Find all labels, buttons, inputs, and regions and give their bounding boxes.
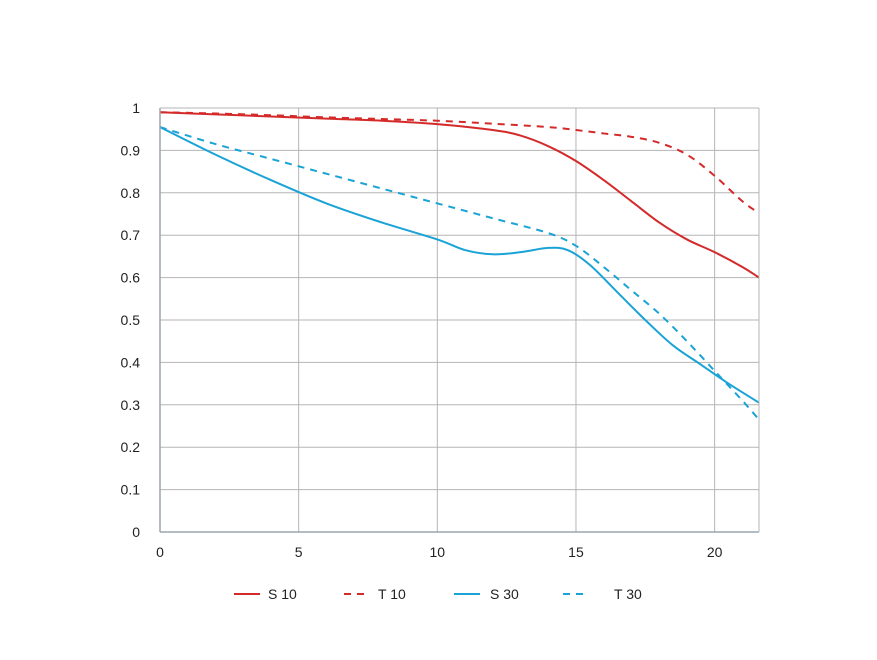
y-tick-label: 0.1: [121, 482, 141, 498]
series-line-t-10: [159, 111, 760, 214]
chart-series-group: [159, 111, 760, 421]
y-tick-label: 0.6: [121, 270, 141, 286]
x-tick-label: 10: [430, 544, 446, 560]
y-tick-label: 0.8: [121, 185, 141, 201]
chart-legend: S 10 T 10 S 30 T 30: [234, 586, 642, 602]
y-tick-label: 0: [132, 524, 140, 540]
x-tick-label: 0: [156, 544, 164, 560]
y-tick-label: 1: [132, 100, 140, 116]
series-line-s-10: [159, 111, 760, 279]
x-tick-label: 5: [295, 544, 303, 560]
chart-axes: [159, 107, 760, 533]
y-tick-label: 0.4: [121, 354, 141, 370]
legend-label-t-10: T 10: [378, 586, 406, 602]
legend-label-s-10: S 10: [268, 586, 297, 602]
y-tick-label: 0.7: [121, 227, 141, 243]
chart-tick-labels: 00.10.20.30.40.50.60.70.80.910 5 10 15 20: [121, 100, 723, 560]
x-tick-label: 20: [707, 544, 723, 560]
series-line-s-30: [159, 126, 760, 404]
legend-label-t-30: T 30: [614, 586, 642, 602]
legend-label-s-30: S 30: [490, 586, 519, 602]
y-tick-label: 0.3: [121, 397, 141, 413]
x-tick-label: 15: [568, 544, 584, 560]
y-tick-label: 0.2: [121, 439, 141, 455]
series-line-t-30: [159, 126, 760, 421]
y-tick-label: 0.9: [121, 142, 141, 158]
y-tick-label: 0.5: [121, 312, 141, 328]
